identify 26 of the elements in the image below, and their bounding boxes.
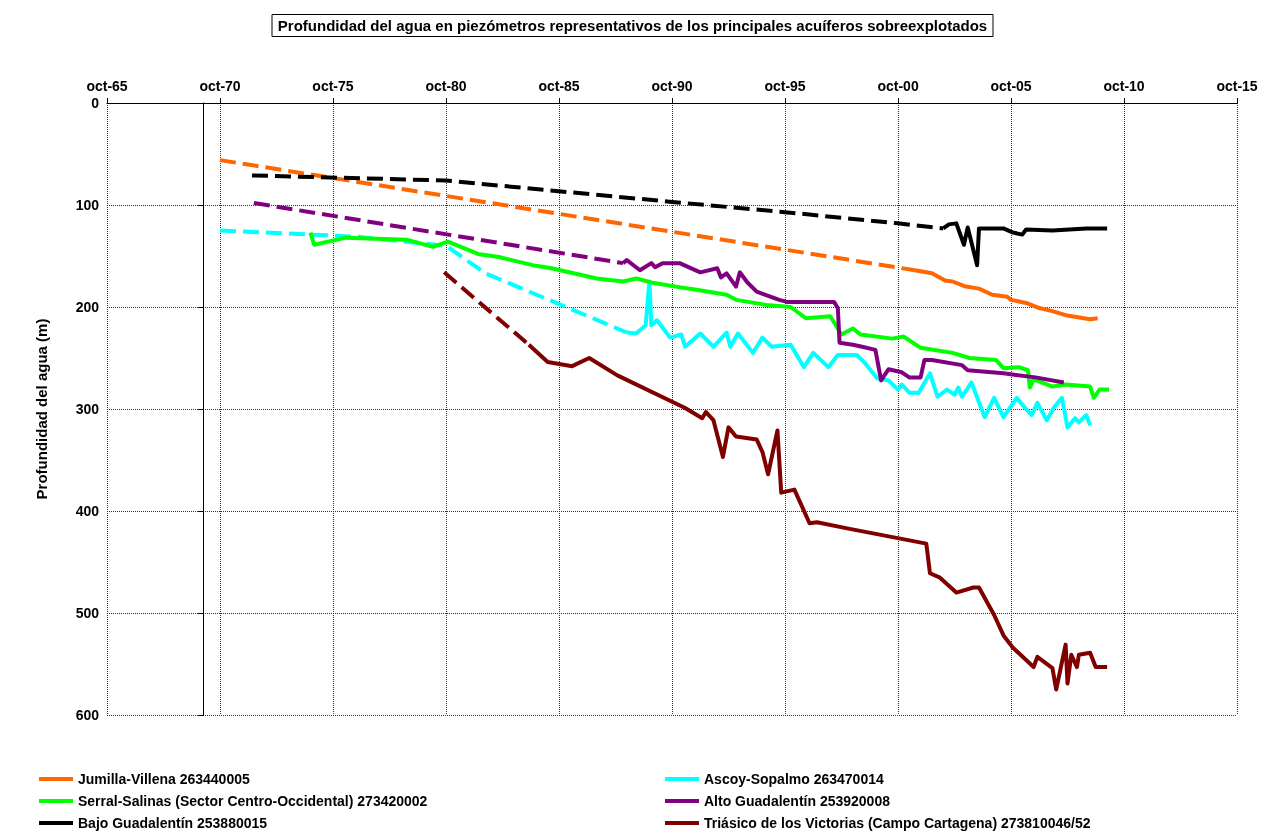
y-tick-label: 100 [75, 197, 100, 213]
x-tick-label: oct-90 [651, 78, 693, 94]
x-tick-label: oct-15 [1216, 78, 1258, 94]
x-tick-label: oct-05 [990, 78, 1032, 94]
x-tick-label: oct-65 [86, 78, 128, 94]
legend-label: Bajo Guadalentín 253880015 [78, 815, 268, 831]
x-tick-label: oct-70 [199, 78, 241, 94]
legend-label: Alto Guadalentín 253920008 [704, 793, 891, 809]
x-tick-label: oct-10 [1103, 78, 1145, 94]
legend-label: Ascoy-Sopalmo 263470014 [704, 771, 884, 787]
chart-title: Profundidad del agua en piezómetros representativos de los principales acuíferos sobreexplotados [277, 17, 988, 34]
legend-label: Serral-Salinas (Sector Centro-Occidental) 273420002 [78, 793, 428, 809]
y-tick-label: 400 [75, 503, 100, 519]
y-tick-label: 200 [75, 299, 100, 315]
y-tick-label: 300 [75, 401, 100, 417]
legend-label: Jumilla-Villena 263440005 [78, 771, 250, 787]
x-tick-label: oct-95 [764, 78, 806, 94]
y-tick-label: 0 [91, 95, 100, 111]
x-tick-label: oct-00 [877, 78, 919, 94]
x-tick-label: oct-75 [312, 78, 354, 94]
x-tick-label: oct-85 [538, 78, 580, 94]
y-tick-label: 500 [75, 605, 100, 621]
x-tick-label: oct-80 [425, 78, 467, 94]
legend-label: Triásico de los Victorias (Campo Cartagena) 273810046/52 [704, 815, 1091, 831]
y-tick-label: 600 [75, 707, 100, 723]
y-axis-title: Profundidad del agua (m) [33, 318, 50, 500]
